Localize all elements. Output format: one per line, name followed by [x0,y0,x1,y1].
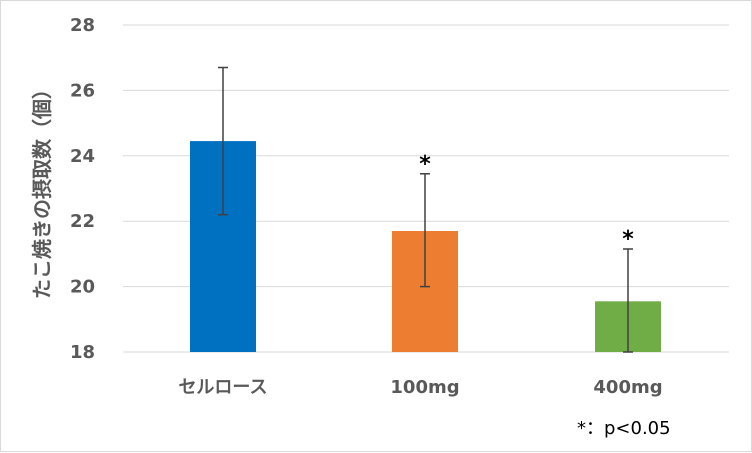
y-tick-label: 24 [70,146,95,167]
y-tick-label: 22 [70,211,95,232]
significance-mark-2: * [622,227,634,252]
category-label-0: セルロース [178,377,267,398]
y-axis-title: たこ焼きの摂取数（個） [30,79,54,299]
significance-mark-1: * [419,152,431,177]
significance-note: *：p<0.05 [577,418,671,439]
y-tick-label: 20 [70,277,95,298]
y-tick-label: 18 [70,342,95,363]
y-tick-label: 26 [70,80,95,101]
category-label-1: 100mg [390,377,459,398]
category-label-2: 400mg [593,377,662,398]
y-tick-label: 28 [70,15,95,36]
